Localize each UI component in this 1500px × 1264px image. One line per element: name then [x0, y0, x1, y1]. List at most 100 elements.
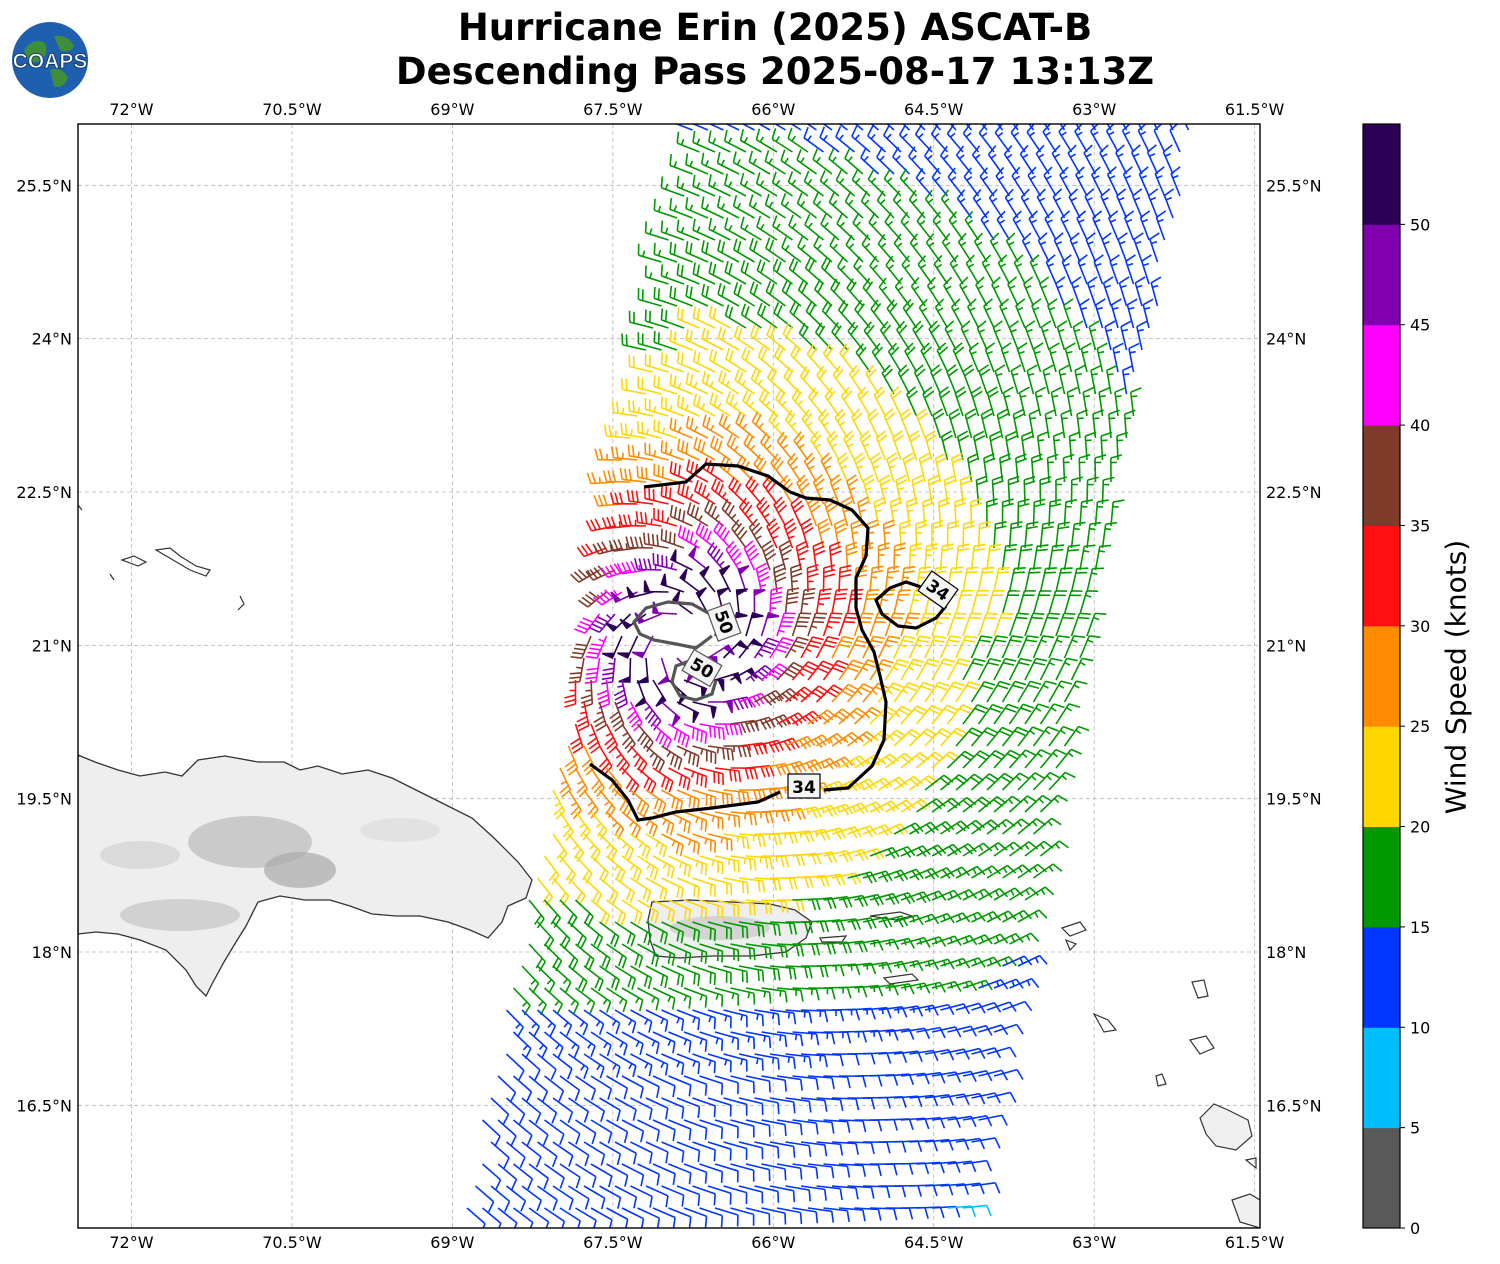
wind-barb — [606, 1207, 629, 1228]
contour-label-34-small: 34 — [917, 570, 959, 610]
wind-barb — [583, 1185, 606, 1210]
wind-barb — [1170, 166, 1181, 197]
wind-barb — [660, 308, 685, 329]
wind-barb — [513, 1163, 534, 1190]
wind-barb — [915, 566, 932, 593]
wind-barb — [754, 739, 785, 753]
wind-barb — [637, 899, 659, 924]
wind-barb — [1048, 725, 1075, 747]
wind-barb — [910, 276, 926, 307]
wind-barb — [806, 124, 817, 131]
wind-barb — [645, 1185, 669, 1208]
wind-barb — [790, 563, 803, 593]
wind-barb — [714, 1031, 739, 1050]
wind-barb — [739, 172, 762, 197]
wind-barb — [1072, 320, 1084, 351]
wind-barb — [766, 518, 780, 549]
wind-barb — [1011, 166, 1026, 197]
wind-barb — [593, 701, 607, 732]
wind-barb — [765, 237, 786, 263]
wind-barb — [918, 298, 933, 329]
wind-barb — [1015, 298, 1026, 329]
wind-barb — [669, 153, 693, 175]
wind-barb — [652, 723, 672, 751]
wind-barb — [692, 701, 717, 719]
wind-barb — [552, 1009, 573, 1037]
wind-barb — [902, 298, 918, 329]
wind-barb — [728, 476, 747, 505]
wind-barb — [822, 659, 849, 681]
lon-tick-label-top: 67.5°W — [583, 100, 643, 119]
wind-barb — [584, 657, 601, 684]
wind-barb — [627, 444, 654, 461]
wind-barb — [676, 394, 700, 417]
wind-barb — [900, 705, 928, 725]
wind-barb — [846, 683, 874, 703]
wind-barb — [796, 149, 817, 175]
wind-barb — [924, 1003, 955, 1016]
wind-barb — [725, 391, 747, 417]
wind-barb — [1147, 188, 1159, 219]
wind-barb — [1002, 1000, 1033, 1012]
wind-barb — [575, 1207, 597, 1228]
wind-barb — [795, 540, 809, 571]
lat-tick-label-right: 16.5°N — [1266, 1096, 1322, 1115]
wind-barb — [745, 611, 764, 637]
wind-barb — [745, 1119, 771, 1137]
wind-barb — [699, 1075, 724, 1095]
lon-tick-label-bottom: 61.5°W — [1225, 1233, 1285, 1252]
wind-barb — [1002, 864, 1032, 879]
wind-barb — [773, 345, 794, 373]
colorbar-tick-label: 5 — [1410, 1119, 1420, 1138]
wind-barb — [528, 1031, 548, 1059]
wind-barb — [1162, 144, 1174, 175]
wind-barb — [924, 681, 950, 703]
wind-barb — [924, 820, 955, 835]
wind-barb — [714, 1207, 739, 1227]
title-line-2: Descending Pass 2025-08-17 13:13Z — [395, 50, 1155, 93]
logo-text: COAPS — [13, 50, 88, 73]
wind-barb — [756, 496, 771, 527]
wind-barb — [776, 661, 804, 681]
wind-barb — [885, 255, 902, 285]
wind-barb — [606, 899, 627, 926]
wind-barb — [644, 309, 669, 329]
wind-barb — [922, 386, 935, 417]
wind-barb — [854, 847, 885, 860]
wind-barb — [714, 767, 742, 783]
wind-barb — [962, 658, 986, 681]
wind-barb — [617, 635, 639, 659]
wind-barb — [817, 408, 833, 439]
wind-barb — [699, 723, 725, 740]
wind-barb — [792, 806, 822, 819]
wind-barb — [1040, 840, 1069, 857]
wind-barb — [692, 174, 716, 197]
wind-barb — [822, 564, 836, 593]
wind-barb — [1094, 499, 1109, 527]
wind-barb — [816, 1185, 843, 1201]
wind-barb — [955, 543, 970, 571]
wind-barb — [1026, 124, 1042, 153]
wind-barb — [908, 146, 926, 175]
wind-barb — [773, 563, 787, 593]
wind-barb — [568, 1009, 589, 1036]
lon-tick-label-bottom: 67.5°W — [583, 1233, 643, 1252]
wind-barb — [1028, 210, 1042, 241]
wind-barb — [778, 540, 792, 571]
wind-barb — [543, 899, 562, 928]
wind-barb — [812, 148, 833, 175]
wind-barb — [831, 731, 862, 747]
wind-barb — [636, 657, 649, 684]
wind-barb — [1155, 210, 1167, 241]
wind-barb — [645, 1141, 669, 1164]
wind-barb — [701, 196, 724, 219]
wind-barb — [769, 586, 783, 615]
wind-barb — [701, 327, 724, 351]
wind-barb — [630, 1053, 653, 1077]
wind-barb — [906, 386, 918, 417]
wind-barb — [621, 1031, 644, 1055]
wind-barb — [739, 129, 762, 153]
wind-barb — [996, 210, 1011, 241]
wind-barb — [637, 1163, 660, 1186]
wind-barb — [1090, 364, 1102, 395]
